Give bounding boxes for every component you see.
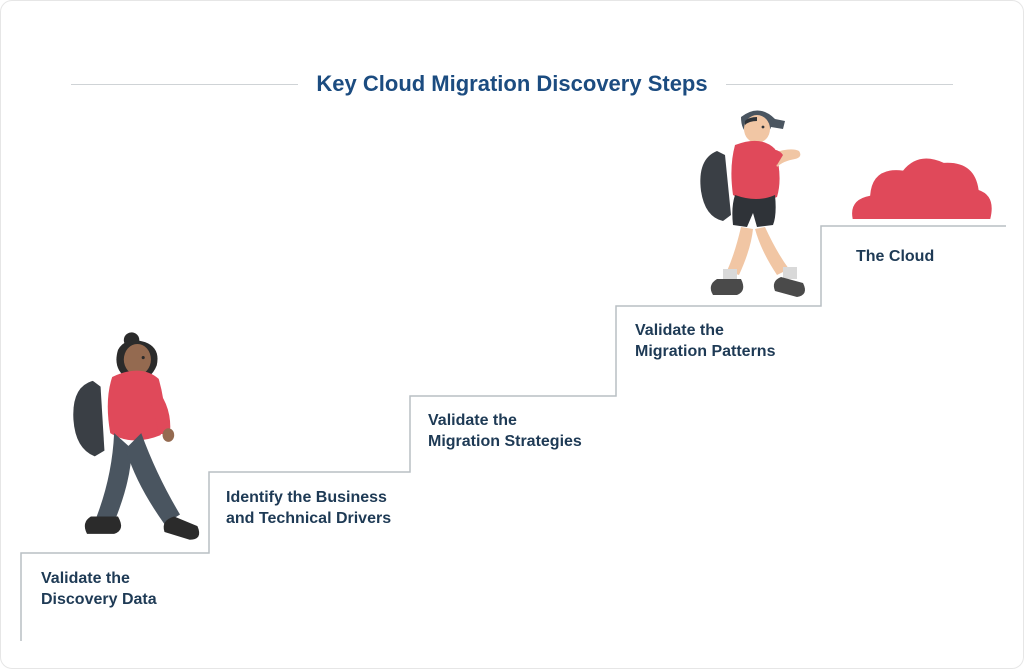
step-label-4-line1: Validate the [635, 322, 724, 339]
step-label-3-line2: Migration Strategies [428, 433, 582, 450]
step-label-2: Identify the Business and Technical Driv… [226, 488, 391, 530]
person-hiker-right [689, 103, 819, 308]
step-label-3: Validate the Migration Strategies [428, 411, 582, 453]
step-label-5-line1: The Cloud [856, 248, 934, 265]
cloud-icon [843, 149, 998, 227]
step-label-3-line1: Validate the [428, 412, 517, 429]
step-label-1-line1: Validate the [41, 570, 130, 587]
step-label-1-line2: Discovery Data [41, 591, 157, 608]
step-label-2-line2: and Technical Drivers [226, 510, 391, 527]
step-label-5: The Cloud [856, 247, 934, 268]
diagram-stage: Validate the Discovery Data Identify the… [1, 1, 1023, 668]
step-label-2-line1: Identify the Business [226, 489, 387, 506]
step-label-1: Validate the Discovery Data [41, 569, 157, 611]
person-hiker-left [56, 318, 211, 556]
step-label-4: Validate the Migration Patterns [635, 321, 775, 363]
step-label-4-line2: Migration Patterns [635, 343, 775, 360]
